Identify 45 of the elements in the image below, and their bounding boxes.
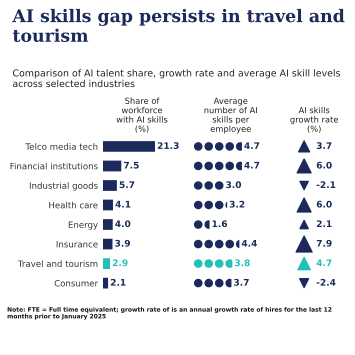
data-label: 3.0 — [226, 181, 242, 188]
bar — [102, 278, 108, 288]
data-label: 3.8 — [234, 259, 250, 266]
data-label: 7.5 — [124, 162, 139, 169]
data-label: -2.1 — [316, 181, 336, 188]
text: Comparison of AI talent share, growth rate and average AI skill levels across selected industries — [12, 69, 340, 88]
y-tick-label: Consumer — [54, 280, 98, 287]
bar — [102, 180, 117, 191]
bar — [102, 200, 113, 210]
bar — [102, 219, 113, 230]
data-label: 7.9 — [316, 240, 332, 247]
data-label: 6.0 — [316, 162, 332, 169]
data-label: 3.9 — [115, 240, 130, 247]
x-axis-title: Share of workforce with AI skills (%) — [116, 97, 168, 133]
chart-title: AI skills gap persists in travel and tourism — [12, 8, 344, 42]
data-label: -2.4 — [316, 278, 336, 286]
data-label: 2.1 — [316, 220, 332, 228]
data-label: 6.0 — [316, 200, 332, 208]
text: Average number of AI skills per employee — [204, 98, 257, 134]
data-label: 4.1 — [115, 200, 130, 208]
y-tick-label: Telco media tech — [25, 143, 98, 150]
y-tick-label: Energy — [68, 222, 98, 230]
data-label: 4.7 — [244, 162, 260, 168]
data-label: 5.7 — [120, 181, 134, 188]
bar — [102, 258, 110, 269]
text: AI skills growth rate (%) — [290, 106, 338, 133]
bar — [102, 238, 112, 250]
y-tick-label: Health care — [49, 202, 98, 208]
data-label: 3.2 — [230, 200, 244, 208]
data-label: 4.7 — [244, 142, 260, 149]
bar — [102, 160, 122, 172]
y-tick-label: Industrial goods — [30, 182, 98, 191]
y-tick-label: Insurance — [56, 241, 98, 248]
data-label: 21.3 — [158, 142, 179, 150]
data-label: 3.7 — [234, 278, 249, 286]
data-label: 4.4 — [242, 240, 257, 247]
y-tick-label: Financial institutions — [10, 162, 98, 170]
data-label: 2.9 — [112, 259, 128, 266]
data-label: 3.7 — [316, 142, 332, 150]
data-label: 4.0 — [115, 220, 130, 228]
bar — [102, 141, 156, 152]
data-label: 4.7 — [316, 259, 332, 266]
y-tick-label: Travel and tourism — [18, 260, 98, 267]
data-label: 2.1 — [110, 278, 126, 286]
data-label: 1.6 — [212, 220, 228, 228]
